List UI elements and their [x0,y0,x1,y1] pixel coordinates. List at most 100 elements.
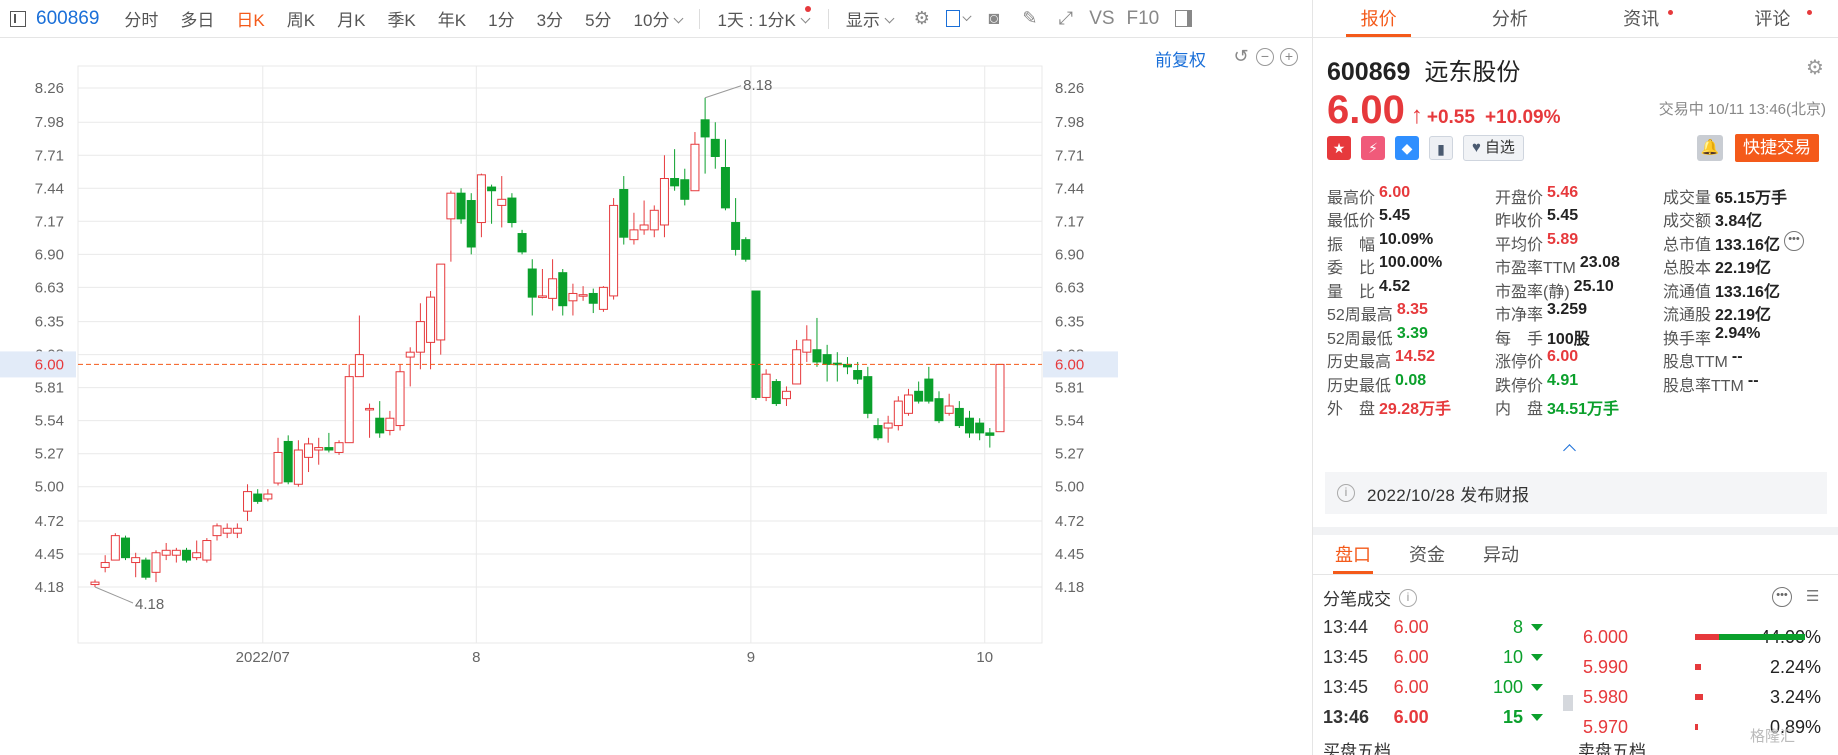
list-icon[interactable]: ☰ [1806,588,1820,605]
candle-up [232,527,242,534]
candle-up [344,376,354,444]
chart-toolbar: 600869 分时 多日 日K 周K 月K 季K 年K 1分 3分 5分 10分… [0,0,1312,38]
stat-cell: 量 比 4.52 [1327,278,1495,302]
color-square-icon[interactable] [945,7,972,31]
candle-down [182,549,192,561]
stat-label: 换手率 [1663,330,1712,348]
stat-label: 成交额 [1663,213,1712,231]
scrollbar-thumb[interactable] [1563,695,1573,711]
pen-icon[interactable]: ✎ [1022,8,1038,28]
y-tick-label-right: 8.26 [1055,80,1084,97]
distribution-bar [1695,634,1805,640]
candle-down [527,268,537,298]
stat-label: 52周最高 [1327,307,1393,325]
stat-cell: 市盈率TTM 23.08 [1495,254,1663,278]
tab-3min[interactable]: 3分 [536,11,564,30]
more-icon[interactable]: ••• [1772,587,1792,607]
candle-up [781,390,791,400]
tab-quote-label: 报价 [1360,9,1397,29]
candle-up [405,351,415,358]
earnings-notice[interactable]: i 2022/10/28 发布财报 [1325,472,1827,514]
f10-icon[interactable]: F10 [1126,7,1160,29]
candle-down [121,537,131,559]
tab-multi-day[interactable]: 多日 [180,11,215,30]
info-icon[interactable]: i [1399,588,1417,607]
tab-news[interactable]: 资讯 [1576,0,1707,37]
watchlist-label: 自选 [1484,139,1515,156]
settings-icon[interactable]: ⚙ [913,8,930,28]
quote-stats-grid: 最高价 6.00 开盘价 5.46 成交量 65.15万手 最低价 5.45 昨收价 5.45 成交… [1327,184,1827,419]
tab-daily-k[interactable]: 日K [236,11,265,30]
tab-1min[interactable]: 1分 [488,11,515,30]
tab-order-book[interactable]: 盘口 [1319,535,1387,574]
tick-price: 6.00 [1393,616,1429,637]
sell-arrow-icon [1531,683,1543,691]
tab-quarterly-k[interactable]: 季K [387,11,416,30]
tab-comments[interactable]: 评论 [1707,0,1838,37]
candle-up [659,178,669,226]
candle-up [568,292,578,302]
stat-label: 市盈率(静) [1495,283,1570,301]
add-watchlist-button[interactable]: ♥ 自选 [1463,135,1524,161]
tick-row: 13:45 6.00 10 [1323,642,1543,672]
zoom-out-icon[interactable]: − [1256,48,1274,66]
tab-quote[interactable]: 报价 [1313,0,1444,37]
tab-capital-flow[interactable]: 资金 [1409,545,1445,565]
zoom-controls: ↺ − + [1232,46,1298,66]
candle-up [629,229,639,241]
candle-down [741,239,751,260]
settings-icon[interactable]: ⚙ [1806,57,1824,79]
tab-5min[interactable]: 5分 [585,11,612,30]
quote-panel: 报价 分析 资讯 评论 600869 远东股份 ⚙ 6.00 ↑ +0.55 +… [1312,0,1838,755]
bookmark-icon[interactable]: ▮ [1429,136,1453,160]
tag-icon[interactable]: ◆ [1395,136,1419,160]
y-tick-label-right: 5.27 [1055,446,1084,463]
stat-label: 开盘价 [1495,189,1544,207]
candle-down [507,197,517,224]
vs-icon[interactable]: VS [1089,7,1115,29]
stat-label: 股息率TTM [1663,377,1744,395]
panel-toggle-icon[interactable] [10,10,26,27]
tab-anomaly[interactable]: 异动 [1483,545,1519,565]
tab-monthly-k[interactable]: 月K [337,11,366,30]
adjust-mode-button[interactable]: 前复权 [1155,51,1206,70]
collapse-caret-icon[interactable] [1563,444,1576,457]
candle-down [924,378,934,402]
tab-weekly-k[interactable]: 周K [286,11,316,30]
candle-up [802,339,812,353]
lightning-icon[interactable]: ⚡ [1361,136,1385,160]
stat-label: 外 盘 [1327,401,1376,419]
kline-chart-area[interactable]: 前复权 ↺ − + 4.18 4.18 4.45 4.45 4.72 4.72 5.00 5.… [0,38,1312,755]
period-select[interactable]: 1天 : 1分K [706,6,821,31]
stats-row: 外 盘 29.28万手内 盘 34.51万手 [1327,396,1827,420]
more-icon[interactable]: ••• [1783,230,1804,251]
tick-volume: 10 [1502,646,1523,667]
y-tick-label-right: 4.72 [1055,513,1084,530]
candle-down [588,292,598,304]
zoom-in-icon[interactable]: + [1280,48,1298,66]
chevron-down-icon [800,13,811,24]
tab-yearly-k[interactable]: 年K [437,11,467,30]
y-tick-label-right: 5.81 [1055,380,1084,397]
tab-10min[interactable]: 10分 [623,6,694,31]
candle-down [771,381,781,405]
y-tick-label-right: 5.54 [1055,413,1084,430]
quick-trade-button[interactable]: 快捷交易 [1735,134,1819,162]
tab-intraday[interactable]: 分时 [124,11,159,30]
candle-down [456,192,466,220]
stat-label: 涨停价 [1495,354,1544,372]
camera-icon[interactable]: ◙ [988,8,1000,28]
sidebar-toggle-icon[interactable] [1172,7,1196,31]
distribution-bar [1695,664,1749,670]
bell-icon[interactable]: 🔔 [1697,135,1723,161]
y-tick-label-right: 5.00 [1055,479,1084,496]
fullscreen-icon[interactable]: ⤢ [1058,8,1074,28]
tick-row: 13:46 6.00 15 [1323,702,1543,732]
china-flag-icon[interactable]: ★ [1327,136,1351,160]
stat-cell: 历史最低 0.08 [1327,372,1495,396]
reset-icon[interactable]: ↺ [1233,46,1249,66]
tick-list[interactable]: 13:44 6.00 8 13:45 6.00 10 13:45 6.00 100 13:46 6.… [1323,612,1543,732]
display-menu[interactable]: 显示 [835,6,904,31]
tab-analysis[interactable]: 分析 [1444,0,1575,37]
y-tick-label-left: 7.71 [35,147,64,164]
